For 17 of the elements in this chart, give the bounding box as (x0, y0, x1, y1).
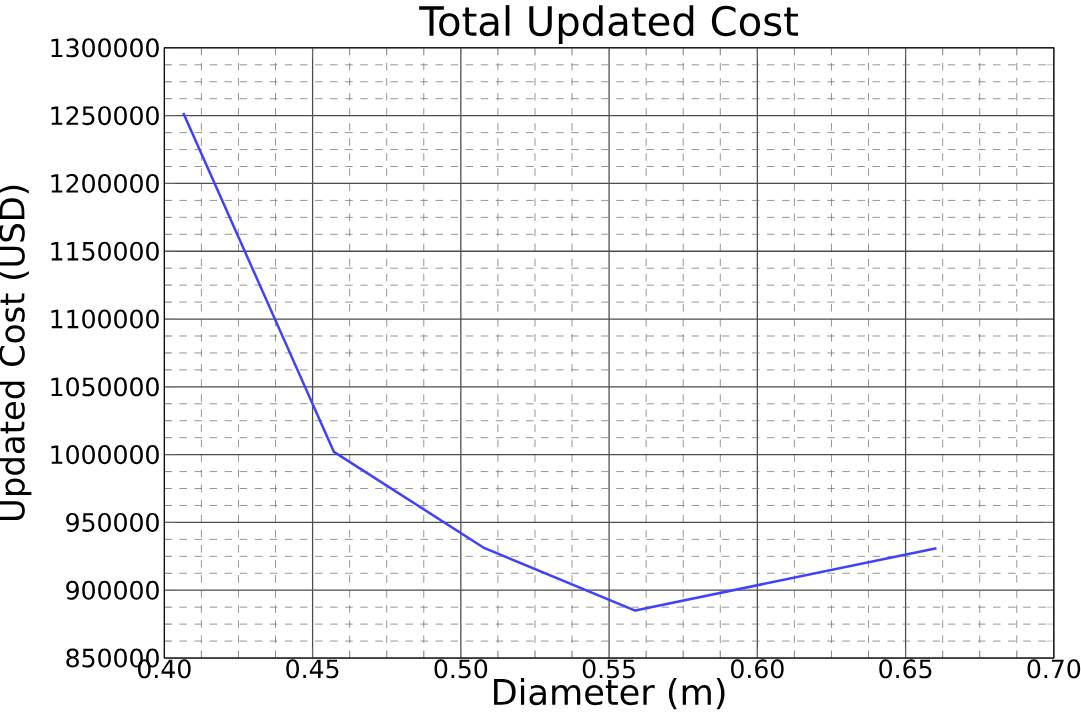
x-tick-label: 0.60 (731, 659, 784, 679)
y-tick-label: 1000000 (51, 445, 159, 465)
y-tick-label: 950000 (66, 512, 159, 532)
x-axis-title: Diameter (m) (494, 678, 725, 710)
y-tick-label: 1050000 (51, 377, 159, 397)
y-tick-label: 900000 (66, 580, 159, 600)
y-tick-label: 1200000 (51, 173, 159, 193)
x-tick-label: 0.70 (1027, 659, 1081, 679)
x-tick-label: 0.55 (582, 659, 635, 679)
x-tick-label: 0.45 (286, 659, 339, 679)
x-tick-label: 0.50 (434, 659, 488, 679)
x-tick-label: 0.65 (879, 659, 932, 679)
y-tick-label: 1100000 (51, 309, 159, 329)
y-tick-label: 1300000 (51, 38, 159, 58)
y-tick-label: 1150000 (51, 241, 159, 261)
y-tick-label: 1250000 (51, 106, 159, 126)
chart-title: Total Updated Cost (419, 5, 799, 44)
